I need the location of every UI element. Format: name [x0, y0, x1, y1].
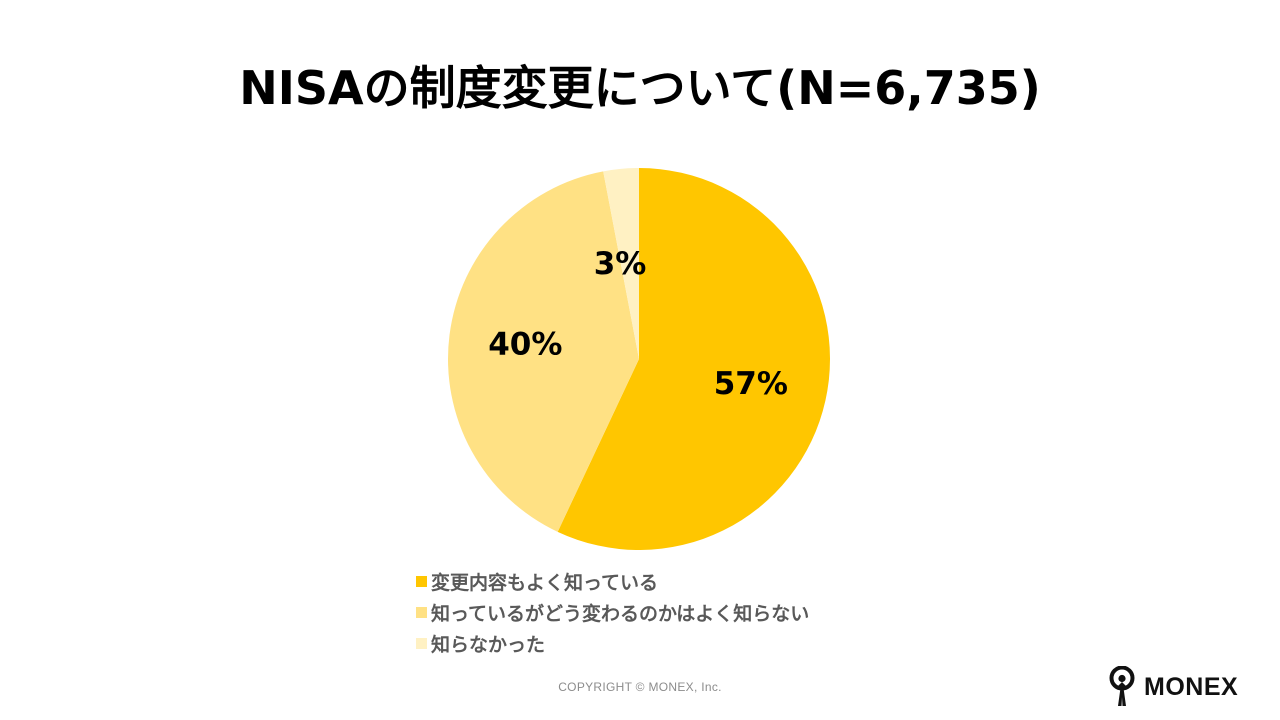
legend-item: 知らなかった [416, 628, 809, 659]
legend-label: 変更内容もよく知っている [431, 572, 659, 594]
legend-swatch [416, 576, 427, 587]
pie-data-labels: 57% 40% 3% [488, 246, 788, 402]
pie-slice [557, 168, 831, 551]
pie-data-label: 40% [488, 327, 562, 363]
pie-data-label: 57% [714, 366, 788, 402]
pie-slices [448, 168, 831, 551]
legend-item: 知っているがどう変わるのかはよく知らない [416, 597, 809, 628]
legend-swatch [416, 607, 427, 618]
legend-swatch [416, 638, 427, 649]
legend-label: 知らなかった [431, 634, 546, 656]
page-title: NISAの制度変更について(N=6,735) [239, 61, 1041, 115]
pie-slice [448, 171, 639, 532]
monex-person-icon [1109, 666, 1135, 706]
copyright-text: COPYRIGHT © MONEX, Inc. [558, 680, 722, 694]
legend-label: 知っているがどう変わるのかはよく知らない [431, 603, 810, 625]
legend-item: 変更内容もよく知っている [416, 566, 809, 597]
pie-data-label: 3% [594, 246, 647, 282]
chart-legend: 変更内容もよく知っている 知っているがどう変わるのかはよく知らない 知らなかった [416, 566, 809, 659]
pie-slice [603, 168, 639, 359]
brand-logo: MONEX [1106, 664, 1238, 710]
brand-name: MONEX [1144, 672, 1239, 701]
